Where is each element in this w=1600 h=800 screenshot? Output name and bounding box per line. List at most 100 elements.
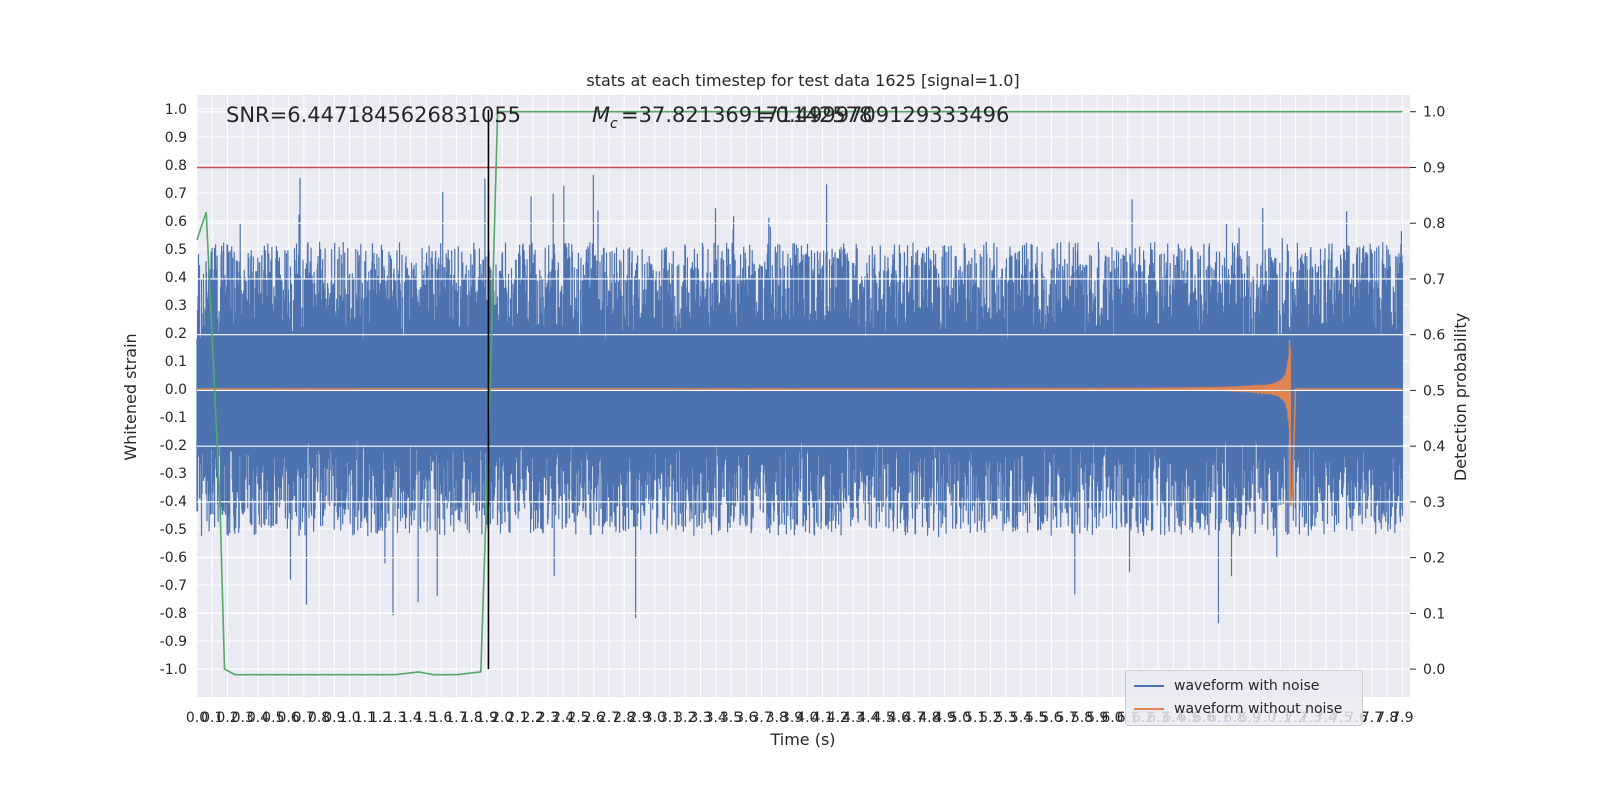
y-axis-label: Whitened strain: [121, 333, 140, 460]
x-tick-label: 5.4: [1010, 710, 1032, 726]
x-tick-label: 4.1: [811, 710, 833, 726]
x-tick-label: 4.3: [842, 710, 864, 726]
y-tick-label: -0.1: [160, 410, 187, 426]
x-tick-label: 1.2: [369, 710, 391, 726]
x-tick-label: 7.8: [1376, 710, 1398, 726]
snr-annotation: SNR=6.4471845626831055: [226, 103, 521, 127]
x-tick-label: 3.9: [781, 710, 803, 726]
x-tick-label: 2.7: [598, 710, 620, 726]
x-tick-label: 0.7: [293, 710, 315, 726]
y-tick-label: -0.5: [160, 522, 187, 538]
x-tick-label: 0.6: [277, 710, 299, 726]
y2-tick-label: 0.5: [1423, 383, 1445, 399]
legend: waveform with noise waveform without noi…: [1125, 670, 1363, 726]
x-tick-label: 4.4: [857, 710, 879, 726]
y-tick-label: -0.9: [160, 634, 187, 650]
y-tick-label: 0.6: [165, 214, 187, 230]
x-tick-label: 2.8: [613, 710, 635, 726]
y-tick-label: -1.0: [160, 662, 187, 678]
y2-tick-label: 0.2: [1423, 551, 1445, 567]
x-tick-label: 7.7: [1361, 710, 1383, 726]
x-tick-label: 1.7: [445, 710, 467, 726]
y-tick-label: 0.7: [165, 186, 187, 202]
x-tick-label: 1.0: [338, 710, 360, 726]
y-axis-ticks: 1.0 0.9 0.8 0.7 0.6 0.5 0.4 0.3 0.2 0.1 0.0 -0.1 -0.…: [160, 102, 187, 678]
y-tick-label: 0.3: [165, 298, 187, 314]
x-tick-label: 0.3: [232, 710, 254, 726]
x-tick-label: 5.9: [1086, 710, 1108, 726]
x-tick-label: 0.5: [262, 710, 284, 726]
y2-tick-label: 0.9: [1423, 160, 1445, 176]
y-tick-label: 0.2: [165, 326, 187, 342]
x-tick-label: 3.4: [705, 710, 727, 726]
legend-label-noise: waveform with noise: [1174, 678, 1320, 694]
y-tick-label: -0.2: [160, 438, 187, 454]
x-tick-label: 5.2: [979, 710, 1001, 726]
x-tick-label: 2.6: [583, 710, 605, 726]
y2-tick-label: 0.3: [1423, 495, 1445, 511]
x-tick-label: 2.2: [522, 710, 544, 726]
x-tick-label: 2.4: [552, 710, 574, 726]
legend-swatch-noise: [1134, 685, 1164, 687]
x-tick-label: 0.4: [247, 710, 269, 726]
y-tick-label: -0.6: [160, 550, 187, 566]
x-tick-label: 5.3: [995, 710, 1017, 726]
x-tick-label: 4.7: [903, 710, 925, 726]
x-tick-label: 1.3: [384, 710, 406, 726]
x-tick-label: 4.8: [918, 710, 940, 726]
x-tick-label: 5.6: [1040, 710, 1062, 726]
y-tick-label: 0.0: [165, 382, 187, 398]
mc-annotation: =37.821369171142578: [621, 103, 872, 127]
x-tick-label: 0.0: [186, 710, 208, 726]
x-tick-label: 2.9: [628, 710, 650, 726]
x-tick-label: 5.1: [964, 710, 986, 726]
x-tick-label: 7.9: [1391, 710, 1413, 726]
x-tick-label: 0.9: [323, 710, 345, 726]
x-tick-label: 2.5: [567, 710, 589, 726]
x-tick-label: 3.6: [735, 710, 757, 726]
y-tick-label: 0.5: [165, 242, 187, 258]
x-tick-label: 4.5: [872, 710, 894, 726]
mc-symbol: M: [592, 103, 610, 127]
legend-swatch-clean: [1134, 708, 1164, 710]
x-tick-label: 1.1: [354, 710, 376, 726]
x-tick-label: 5.8: [1071, 710, 1093, 726]
x-tick-label: 3.5: [720, 710, 742, 726]
x-axis-label: Time (s): [769, 730, 835, 749]
y2-tick-label: 1.0: [1423, 105, 1445, 121]
y-tick-label: -0.8: [160, 606, 187, 622]
x-tick-label: 2.3: [537, 710, 559, 726]
probability-line: [196, 110, 1403, 676]
y2-tick-label: 0.0: [1423, 662, 1445, 678]
legend-label-clean: waveform without noise: [1174, 701, 1343, 717]
y-tick-label: 1.0: [165, 102, 187, 118]
y2-axis-ticks: 1.0 0.9 0.8 0.7 0.6 0.5 0.4 0.3 0.2 0.1 0.0: [1410, 105, 1445, 678]
x-tick-label: 0.1: [201, 710, 223, 726]
legend-item-noise: waveform with noise: [1134, 675, 1319, 697]
x-tick-label: 4.9: [934, 710, 956, 726]
x-tick-label: 2.0: [491, 710, 513, 726]
x-tick-label: 4.0: [796, 710, 818, 726]
overlap-annotation: =0.4999709129333496: [758, 103, 1009, 127]
y-tick-label: 0.9: [165, 130, 187, 146]
x-tick-label: 2.1: [506, 710, 528, 726]
y-tick-label: -0.3: [160, 466, 187, 482]
legend-item-clean: waveform without noise: [1134, 698, 1342, 720]
x-tick-label: 3.1: [659, 710, 681, 726]
x-tick-label: 3.7: [750, 710, 772, 726]
x-tick-label: 0.8: [308, 710, 330, 726]
y2-axis-label: Detection probability: [1451, 313, 1470, 481]
y-tick-label: 0.1: [165, 354, 187, 370]
x-tick-label: 5.0: [949, 710, 971, 726]
y2-tick-label: 0.8: [1423, 216, 1445, 232]
y2-tick-label: 0.7: [1423, 272, 1445, 288]
x-tick-label: 3.8: [766, 710, 788, 726]
x-tick-label: 5.7: [1056, 710, 1078, 726]
x-tick-label: 5.5: [1025, 710, 1047, 726]
y2-tick-label: 0.4: [1423, 439, 1445, 455]
x-tick-label: 1.4: [399, 710, 421, 726]
y2-tick-label: 0.1: [1423, 606, 1445, 622]
x-tick-label: 1.5: [415, 710, 437, 726]
plot-area: [196, 95, 1410, 697]
